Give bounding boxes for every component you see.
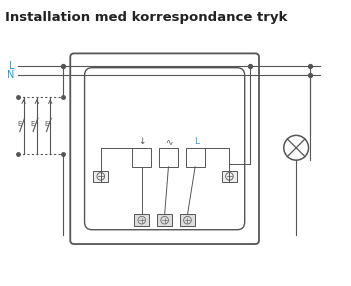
Bar bbox=[134, 214, 150, 226]
Text: E: E bbox=[44, 121, 48, 127]
Bar bbox=[186, 148, 205, 167]
Text: L: L bbox=[194, 137, 199, 146]
Text: E: E bbox=[17, 121, 22, 127]
Circle shape bbox=[284, 135, 309, 160]
Bar bbox=[180, 214, 195, 226]
Text: ↓: ↓ bbox=[138, 137, 146, 146]
Bar bbox=[93, 171, 108, 182]
Bar bbox=[159, 148, 178, 167]
Text: N: N bbox=[7, 70, 14, 80]
Bar bbox=[157, 214, 172, 226]
Bar bbox=[222, 171, 237, 182]
Text: ∿: ∿ bbox=[165, 137, 172, 146]
Text: E: E bbox=[31, 121, 35, 127]
Text: Installation med korrespondance tryk: Installation med korrespondance tryk bbox=[6, 11, 288, 23]
Bar bbox=[132, 148, 151, 167]
Text: L: L bbox=[8, 61, 14, 71]
